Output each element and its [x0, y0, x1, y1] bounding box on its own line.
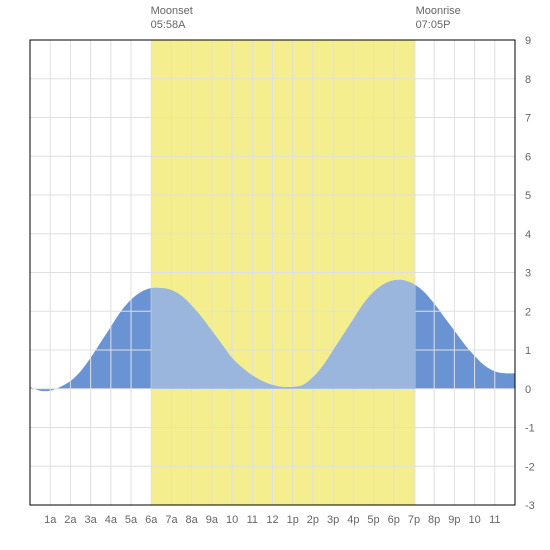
x-tick-label: 9p	[448, 514, 460, 526]
y-tick-label: 4	[525, 229, 531, 241]
x-tick-label: 11	[489, 514, 500, 526]
x-tick-label: 8p	[428, 514, 440, 526]
annotation-title: Moonrise	[416, 5, 461, 17]
annotation-time: 07:05P	[416, 19, 451, 31]
x-tick-label: 9a	[206, 514, 219, 526]
annotation-title: Moonset	[151, 5, 193, 17]
x-tick-label: 10	[226, 514, 238, 526]
x-tick-label: 1a	[44, 514, 57, 526]
chart-svg: 1a2a3a4a5a6a7a8a9a1011121p2p3p4p5p6p7p8p…	[0, 0, 550, 550]
annotation-time: 05:58A	[151, 19, 187, 31]
y-tick-label: 5	[525, 190, 531, 202]
x-tick-label: 3a	[85, 514, 98, 526]
x-tick-label: 4p	[347, 514, 359, 526]
y-tick-label: -2	[525, 461, 535, 473]
x-tick-label: 11	[247, 514, 258, 526]
tide-chart: 1a2a3a4a5a6a7a8a9a1011121p2p3p4p5p6p7p8p…	[0, 0, 550, 550]
y-tick-label: 9	[525, 35, 531, 47]
y-tick-label: 3	[525, 268, 531, 280]
y-tick-label: 1	[525, 345, 531, 357]
y-tick-label: 8	[525, 74, 531, 86]
x-tick-label: 3p	[327, 514, 339, 526]
x-tick-label: 7p	[408, 514, 420, 526]
y-tick-label: 2	[525, 306, 531, 318]
y-tick-label: 6	[525, 151, 531, 163]
x-tick-label: 6p	[388, 514, 400, 526]
x-tick-label: 5p	[367, 514, 379, 526]
y-tick-label: 0	[525, 384, 531, 396]
x-tick-label: 8a	[186, 514, 199, 526]
y-tick-label: 7	[525, 113, 531, 125]
y-tick-label: -1	[525, 423, 535, 435]
x-tick-label: 5a	[125, 514, 138, 526]
x-tick-label: 7a	[165, 514, 178, 526]
x-tick-label: 4a	[105, 514, 118, 526]
x-tick-label: 2a	[64, 514, 77, 526]
x-tick-label: 6a	[145, 514, 158, 526]
x-tick-label: 10	[468, 514, 480, 526]
x-tick-label: 1p	[287, 514, 299, 526]
x-tick-label: 2p	[307, 514, 319, 526]
y-tick-label: -3	[525, 500, 535, 512]
x-tick-label: 12	[266, 514, 278, 526]
